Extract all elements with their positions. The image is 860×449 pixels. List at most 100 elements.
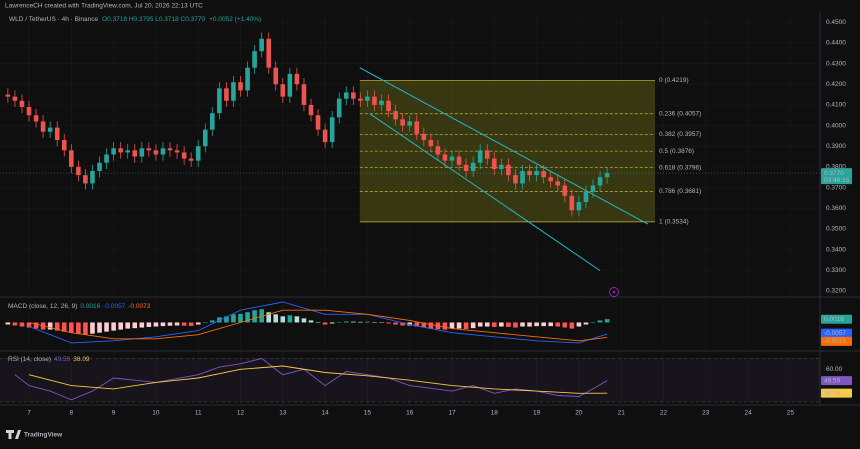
signal-badge: -0.0073 — [824, 338, 846, 345]
signal-badge-bg — [821, 336, 852, 346]
rsi-ma-badge: 38.09 — [824, 390, 841, 397]
y-tick-label: 0.3500 — [826, 226, 846, 233]
macd-histogram-bar — [259, 309, 264, 323]
candle-body — [47, 127, 53, 132]
y-tick-label: 0.3400 — [826, 246, 846, 253]
candle-body — [181, 152, 187, 159]
candle-body — [358, 98, 363, 101]
candle-body — [104, 154, 109, 163]
candle-body — [266, 38, 272, 68]
x-tick-label: 24 — [744, 410, 752, 417]
x-tick-label: 17 — [448, 410, 456, 417]
candle-body — [12, 96, 18, 101]
candle-body — [146, 148, 152, 151]
rsi-ma-badge-bg — [821, 388, 852, 398]
event-icon-dot — [612, 290, 616, 294]
x-tick-label: 25 — [787, 410, 795, 417]
macd-histogram-bar — [5, 322, 11, 325]
candle-body — [280, 84, 286, 97]
macd-histogram-bar — [520, 322, 525, 327]
candle-body — [428, 140, 434, 147]
candle-body — [379, 100, 384, 105]
candle-body — [308, 104, 314, 116]
candle-body — [555, 181, 561, 186]
candle-body — [252, 51, 257, 68]
x-tick-label: 11 — [195, 410, 202, 417]
candle-body — [569, 195, 575, 211]
y-tick-label: 0.3200 — [826, 288, 846, 295]
macd-histogram-bar — [54, 322, 60, 331]
candle-body — [97, 162, 102, 172]
macd-histogram-bar — [76, 322, 81, 334]
macd-histogram-bar — [499, 322, 504, 327]
candle-body — [195, 146, 201, 161]
x-tick-label: 20 — [575, 410, 583, 417]
macd-histogram-bar — [527, 322, 532, 327]
macd-histogram-bar — [69, 322, 74, 333]
x-tick-label: 8 — [70, 410, 74, 417]
x-tick-label: 23 — [702, 410, 710, 417]
macd-value: -0.0057 — [103, 303, 125, 310]
x-tick-label: 7 — [27, 410, 31, 417]
fib-label: 1 (0.3534) — [659, 219, 689, 226]
candle-body — [336, 98, 342, 118]
macd-histogram-bar — [548, 322, 553, 327]
candle-body — [343, 92, 349, 99]
candle-body — [231, 82, 236, 101]
macd-histogram-bar — [188, 322, 194, 326]
y-tick-label: 0.3700 — [826, 184, 846, 191]
candle-body — [442, 154, 448, 161]
macd-histogram-bar — [414, 322, 420, 327]
rsi-line — [28, 365, 608, 394]
candle-body — [407, 121, 413, 126]
candle-body — [604, 173, 610, 178]
candle-body — [217, 88, 222, 114]
candle-body — [202, 129, 208, 147]
candle-body — [590, 185, 596, 192]
macd-histogram-bar — [111, 322, 116, 331]
macd-histogram-bar — [153, 322, 159, 327]
macd-histogram-bar — [125, 322, 130, 329]
macd-histogram-bar — [400, 322, 405, 326]
candle-body — [259, 38, 264, 52]
macd-histogram-bar — [583, 322, 589, 325]
macd-histogram-bar — [407, 322, 413, 326]
macd-histogram-bar — [245, 312, 250, 323]
candle-body — [26, 106, 32, 116]
macd-histogram-bar — [266, 312, 272, 323]
candle-body — [90, 171, 95, 184]
macd-histogram-bar — [315, 322, 321, 323]
macd-histogram-bar — [379, 322, 384, 323]
macd-histogram-bar — [294, 316, 300, 323]
y-tick-label: 0.3600 — [826, 205, 846, 212]
macd-hist-badge-bg — [821, 314, 852, 324]
candle-body — [125, 150, 130, 153]
macd-histogram-bar — [597, 320, 603, 323]
macd-histogram-bar — [604, 319, 610, 323]
candle-body — [583, 191, 589, 203]
candle-body — [19, 100, 25, 107]
rsi-title-text: RSI (14, close) — [8, 356, 51, 363]
macd-histogram-bar — [104, 322, 109, 332]
logo: TradingView — [6, 430, 63, 439]
macd-histogram-bar — [33, 322, 39, 329]
change: +0.0052 (+1.40%) — [209, 16, 261, 23]
candle-body — [153, 150, 159, 155]
candle-body — [576, 202, 582, 211]
candle-body — [61, 140, 67, 151]
candle-body — [527, 171, 532, 176]
event-icon — [609, 287, 619, 297]
candle-body — [238, 82, 243, 91]
y-tick-label: 0.4100 — [826, 102, 846, 109]
candle-body — [393, 111, 398, 120]
fib-label: 0.236 (0.4057) — [659, 110, 701, 117]
candle-body — [492, 158, 497, 169]
candle-body — [477, 150, 483, 163]
macd-histogram-bar — [26, 322, 32, 328]
macd-histogram-bar — [139, 322, 145, 328]
macd-histogram-bar — [181, 322, 187, 326]
header: LawrenceCH created with TradingView.com,… — [5, 3, 203, 10]
logo-mark — [6, 430, 21, 439]
